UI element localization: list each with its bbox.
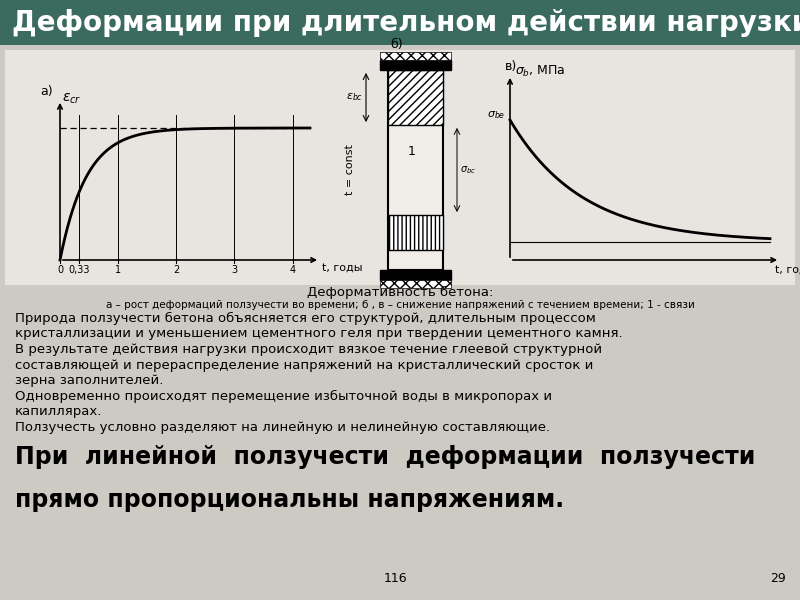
Text: 0: 0: [57, 265, 63, 275]
Text: t = const: t = const: [345, 145, 355, 196]
Bar: [380, 270, 451, 280]
Text: капиллярах.: капиллярах.: [15, 405, 102, 418]
Text: 29: 29: [770, 572, 786, 585]
Text: Одновременно происходят перемещение избыточной воды в микропорах и: Одновременно происходят перемещение избы…: [15, 389, 552, 403]
Bar: [0, 0, 800, 45]
Text: 1: 1: [115, 265, 122, 275]
Text: t, годы: t, годы: [322, 263, 362, 273]
Text: $\sigma_{bc}$: $\sigma_{bc}$: [460, 164, 476, 176]
Text: 0,33: 0,33: [69, 265, 90, 275]
Text: $\sigma_b$, МПа: $\sigma_b$, МПа: [515, 64, 566, 79]
Text: Ползучесть условно разделяют на линейную и нелинейную составляющие.: Ползучесть условно разделяют на линейную…: [15, 421, 550, 433]
Bar: [388, 215, 443, 250]
Text: В результате действия нагрузки происходит вязкое течение глеевой структурной: В результате действия нагрузки происходи…: [15, 343, 602, 356]
Bar: [380, 280, 451, 288]
Text: а – рост деформаций ползучести во времени; б , в – снижение напряжений с течение: а – рост деформаций ползучести во времен…: [106, 300, 694, 310]
Text: $\sigma_{be}$: $\sigma_{be}$: [486, 109, 505, 121]
Text: $\varepsilon_{cr}$: $\varepsilon_{cr}$: [62, 92, 82, 106]
Text: составляющей и перераспределение напряжений на кристаллический сросток и: составляющей и перераспределение напряже…: [15, 358, 594, 371]
Text: t, годы: t, годы: [775, 265, 800, 275]
Bar: [388, 70, 443, 125]
Text: Деформации при длительном действии нагрузки: Деформации при длительном действии нагру…: [12, 9, 800, 37]
Text: 3: 3: [231, 265, 238, 275]
Text: 4: 4: [290, 265, 296, 275]
Bar: [5, 50, 795, 285]
Bar: [380, 60, 451, 70]
Text: прямо пропорциональны напряжениям.: прямо пропорциональны напряжениям.: [15, 488, 564, 512]
Text: При  линейной  ползучести  деформации  ползучести: При линейной ползучести деформации ползу…: [15, 445, 755, 469]
Text: Природа ползучести бетона объясняется его структурой, длительным процессом: Природа ползучести бетона объясняется ег…: [15, 312, 596, 325]
Bar: [388, 70, 443, 270]
Bar: [380, 52, 451, 60]
Text: а): а): [40, 85, 53, 98]
Text: зерна заполнителей.: зерна заполнителей.: [15, 374, 163, 387]
Text: б): б): [390, 38, 402, 51]
Text: 1: 1: [408, 145, 416, 158]
Text: кристаллизации и уменьшением цементного геля при твердении цементного камня.: кристаллизации и уменьшением цементного …: [15, 328, 622, 340]
Text: 116: 116: [383, 572, 407, 585]
Text: в): в): [505, 60, 518, 73]
Text: 2: 2: [173, 265, 179, 275]
Text: Деформативность бетона:: Деформативность бетона:: [307, 286, 493, 299]
Text: $\varepsilon_{bc}$: $\varepsilon_{bc}$: [346, 91, 363, 103]
